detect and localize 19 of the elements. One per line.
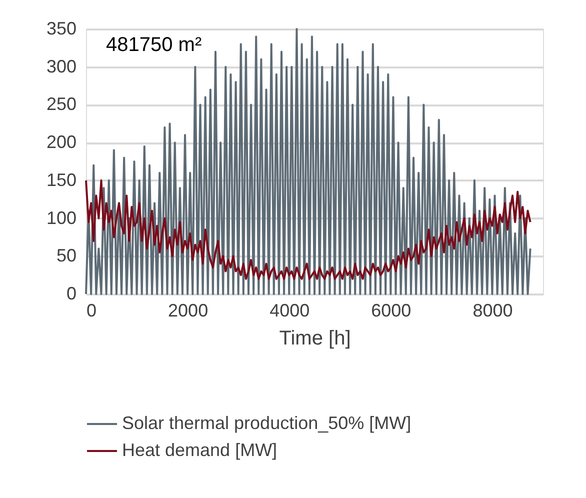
x-tick-label: 6000 [371,300,412,320]
y-tick-label: 100 [46,208,76,228]
y-tick-label: 300 [46,56,76,76]
y-tick-label: 200 [46,132,76,152]
annotation: 481750 m² [106,34,202,56]
line-series [85,28,532,295]
y-tick-label: 250 [46,94,76,114]
y-tick-label: 0 [66,284,76,304]
y-tick-label: 50 [56,246,76,266]
x-axis-title: Time [h] [279,328,351,350]
line-series [85,179,532,280]
x-tick-label: 8000 [472,300,513,320]
legend-label: Solar thermal production_50% [MW] [122,413,412,433]
y-tick-label: 150 [46,170,76,190]
y-tick-label: 350 [46,18,76,38]
x-tick-label: 4000 [270,300,310,320]
legend-label: Heat demand [MW] [122,440,278,460]
x-tick-label: 0 [86,300,97,320]
x-tick-label: 2000 [168,300,208,320]
